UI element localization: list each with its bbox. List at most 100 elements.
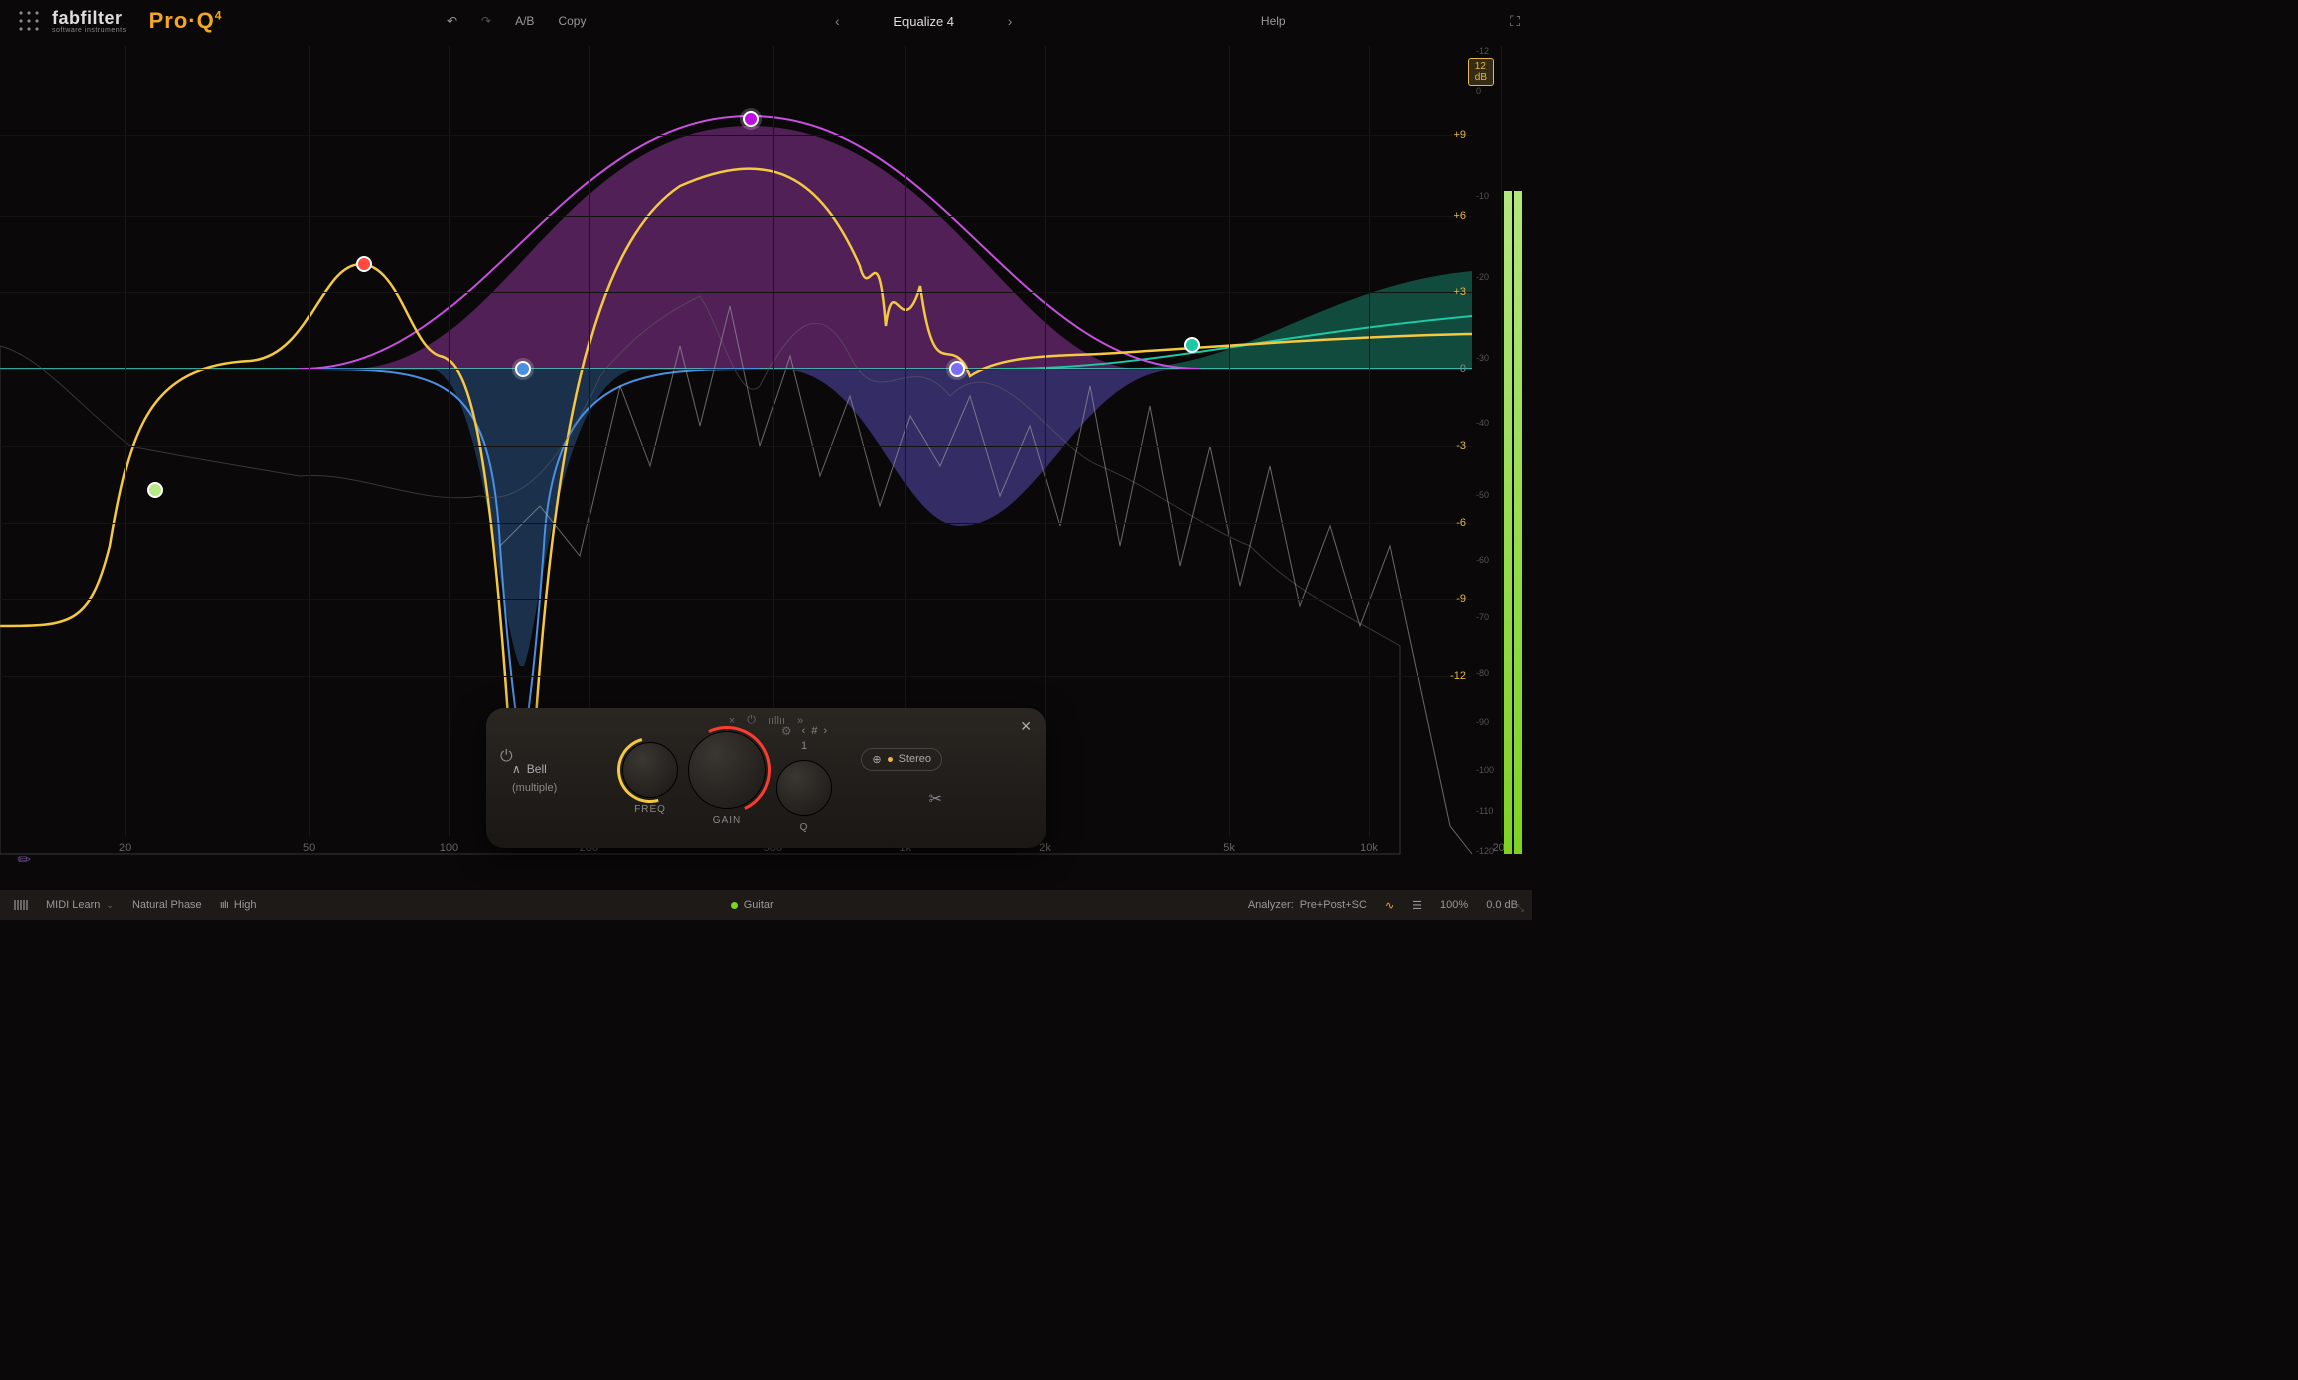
bottom-bar: MIDI Learn⌄ Natural Phase ııIı High Guit… xyxy=(0,890,1532,920)
freq-tick-label: 20 xyxy=(119,842,131,854)
split-band-icon[interactable]: ✂ xyxy=(929,789,942,809)
freq-tick-label: 2k xyxy=(1039,842,1051,854)
meter-tick-label: -80 xyxy=(1476,668,1489,678)
redo-button[interactable]: ↷ xyxy=(469,14,503,28)
band-node-5[interactable] xyxy=(949,361,965,377)
dyn-meter-icon: ııllıı xyxy=(768,715,785,727)
dyn-expand-icon[interactable]: » xyxy=(797,715,803,727)
brand-name: fabfilter xyxy=(52,9,127,27)
band-panel: × ⏻ ııllıı » ⏻ ✕ ∧ Bell (multiple) FREQ … xyxy=(486,708,1046,848)
resize-handle-icon[interactable]: ⤡ xyxy=(1516,903,1524,914)
gain-tick-label: -6 xyxy=(1456,517,1466,529)
brand-subtitle: software instruments xyxy=(52,27,127,34)
panel-top-controls: × ⏻ ııllıı » xyxy=(729,714,803,727)
q-knob-label: Q xyxy=(800,822,809,833)
freq-tick-label: 100 xyxy=(440,842,458,854)
channel-selector[interactable]: Guitar xyxy=(731,899,774,911)
shape-selector[interactable]: ∧ Bell xyxy=(512,762,547,776)
piano-icon[interactable] xyxy=(14,900,28,910)
preset-next-button[interactable]: › xyxy=(984,13,1037,29)
gain-tick-label: -9 xyxy=(1456,593,1466,605)
meter-tick-label: -70 xyxy=(1476,612,1489,622)
band-node-3[interactable] xyxy=(515,361,531,377)
preset-prev-button[interactable]: ‹ xyxy=(811,13,864,29)
dyn-close-icon[interactable]: × xyxy=(729,715,735,727)
band-node-1[interactable] xyxy=(147,482,163,498)
top-bar: fabfilter software instruments Pro·Q4 ↶ … xyxy=(0,4,1532,38)
gain-knob[interactable] xyxy=(688,731,766,809)
gain-tick-label: +3 xyxy=(1453,286,1466,298)
meter-bars xyxy=(1504,46,1522,854)
fullscreen-icon[interactable]: ⛶ xyxy=(1510,13,1520,30)
slot-solo-icon[interactable]: # xyxy=(811,725,817,737)
product-name: Pro·Q4 xyxy=(149,8,223,34)
gridline-h xyxy=(0,216,1472,217)
gridline-h xyxy=(0,135,1472,136)
gridline-v xyxy=(1045,46,1046,836)
freq-tick-label: 5k xyxy=(1223,842,1235,854)
gridline-v xyxy=(309,46,310,836)
help-button[interactable]: Help xyxy=(1249,14,1298,28)
phase-mode-button[interactable]: Natural Phase xyxy=(132,899,202,911)
gain-tick-label: 0 xyxy=(1460,363,1466,375)
gridline-h xyxy=(0,446,1472,447)
gridline-v xyxy=(1369,46,1370,836)
freq-knob-label: FREQ xyxy=(634,804,666,815)
meter-tick-label: -110 xyxy=(1476,806,1493,816)
undo-button[interactable]: ↶ xyxy=(435,14,469,28)
meter-bar-l xyxy=(1504,46,1512,854)
spectrum-grab-icon[interactable]: ∿ xyxy=(1385,899,1394,912)
gridline-v xyxy=(125,46,126,836)
analyzer-mode-button[interactable]: Analyzer: Pre+Post+SC xyxy=(1248,899,1367,911)
preset-name[interactable]: Equalize 4 xyxy=(864,14,984,29)
bell-shape-icon: ∧ xyxy=(512,762,521,776)
meter-tick-label: -40 xyxy=(1476,418,1489,428)
meter-tick-label: -20 xyxy=(1476,272,1489,282)
freq-knob[interactable] xyxy=(622,742,678,798)
gridline-v xyxy=(449,46,450,836)
midi-learn-button[interactable]: MIDI Learn⌄ xyxy=(46,899,114,911)
meter-tick-label: 0 xyxy=(1476,86,1481,96)
freq-tick-label: 10k xyxy=(1360,842,1378,854)
gain-tick-label: -3 xyxy=(1456,440,1466,452)
stereo-dot-icon xyxy=(888,757,893,762)
quality-bars-icon: ııIı xyxy=(220,899,228,911)
copy-button[interactable]: Copy xyxy=(546,14,598,28)
freq-value: (multiple) xyxy=(512,782,557,794)
gain-knob-label: GAIN xyxy=(713,815,741,826)
stereo-link-icon: ⊕ xyxy=(872,753,881,766)
gridline-v xyxy=(1229,46,1230,836)
band-power-button[interactable]: ⏻ xyxy=(500,748,513,766)
logo-dots-icon xyxy=(18,10,44,32)
meter-tick-label: -12 xyxy=(1476,46,1489,56)
slot-next-icon[interactable]: › xyxy=(823,725,827,737)
band-node-4[interactable] xyxy=(743,111,759,127)
freq-tick-label: 50 xyxy=(303,842,315,854)
dyn-power-icon[interactable]: ⏻ xyxy=(747,714,756,727)
band-node-2[interactable] xyxy=(356,256,372,272)
gain-tick-label: -12 xyxy=(1450,670,1466,682)
gridline-h xyxy=(0,292,1472,293)
output-gain-value[interactable]: 0.0 dB xyxy=(1486,899,1518,911)
meter-tick-label: -10 xyxy=(1476,191,1489,201)
logo: fabfilter software instruments Pro·Q4 xyxy=(18,8,222,34)
gridline-h xyxy=(0,599,1472,600)
meter-bar-r xyxy=(1514,46,1522,854)
meter-tick-label: -90 xyxy=(1476,717,1489,727)
q-knob[interactable] xyxy=(776,760,832,816)
output-meter: 12 dB -120-10-20-30-40-50-60-70-80-90-10… xyxy=(1476,46,1522,854)
ab-toggle[interactable]: A/B xyxy=(503,14,546,28)
meter-tick-label: -60 xyxy=(1476,555,1489,565)
quality-button[interactable]: ııIı High xyxy=(220,899,257,911)
channel-active-icon xyxy=(731,902,738,909)
gridline-h xyxy=(0,523,1472,524)
band-node-6[interactable] xyxy=(1184,337,1200,353)
meter-tick-label: -50 xyxy=(1476,490,1489,500)
stereo-mode-button[interactable]: ⊕ Stereo xyxy=(861,748,942,771)
output-options-icon[interactable]: ☰ xyxy=(1412,899,1422,912)
meter-tick-label: -30 xyxy=(1476,353,1489,363)
slot-number: 1 xyxy=(801,740,807,752)
preset-navigator: ‹ Equalize 4 › xyxy=(811,13,1036,29)
scale-value[interactable]: 100% xyxy=(1440,899,1468,911)
panel-close-button[interactable]: ✕ xyxy=(1020,718,1032,735)
